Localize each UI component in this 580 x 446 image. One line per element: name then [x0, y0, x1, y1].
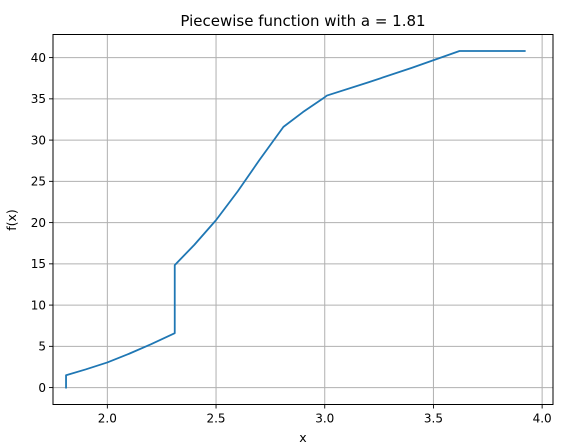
y-tick-label: 15 — [31, 257, 46, 271]
y-axis-label: f(x) — [4, 209, 19, 231]
y-tick-label: 0 — [38, 381, 46, 395]
y-tick-label: 10 — [31, 298, 46, 312]
plot-frame — [52, 34, 554, 405]
chart-title: Piecewise function with a = 1.81 — [180, 12, 425, 30]
y-ticks: 0 5 10 15 20 25 30 35 40 — [31, 51, 53, 395]
series-line — [65, 50, 526, 389]
y-tick-label: 35 — [31, 92, 46, 106]
x-tick-label: 2.5 — [206, 412, 225, 426]
x-axis-label: x — [299, 430, 306, 445]
grid — [53, 34, 553, 405]
x-tick-label: 3.5 — [424, 412, 443, 426]
y-tick-label: 20 — [31, 216, 46, 230]
y-tick-label: 5 — [38, 340, 46, 354]
x-ticks: 2.0 2.5 3.0 3.5 4.0 — [98, 404, 552, 426]
x-tick-label: 3.0 — [315, 412, 334, 426]
x-tick-label: 2.0 — [98, 412, 117, 426]
y-tick-label: 30 — [31, 133, 46, 147]
x-tick-label: 4.0 — [533, 412, 552, 426]
y-tick-label: 40 — [31, 51, 46, 65]
series-layer — [65, 50, 526, 389]
y-tick-label: 25 — [31, 175, 46, 189]
